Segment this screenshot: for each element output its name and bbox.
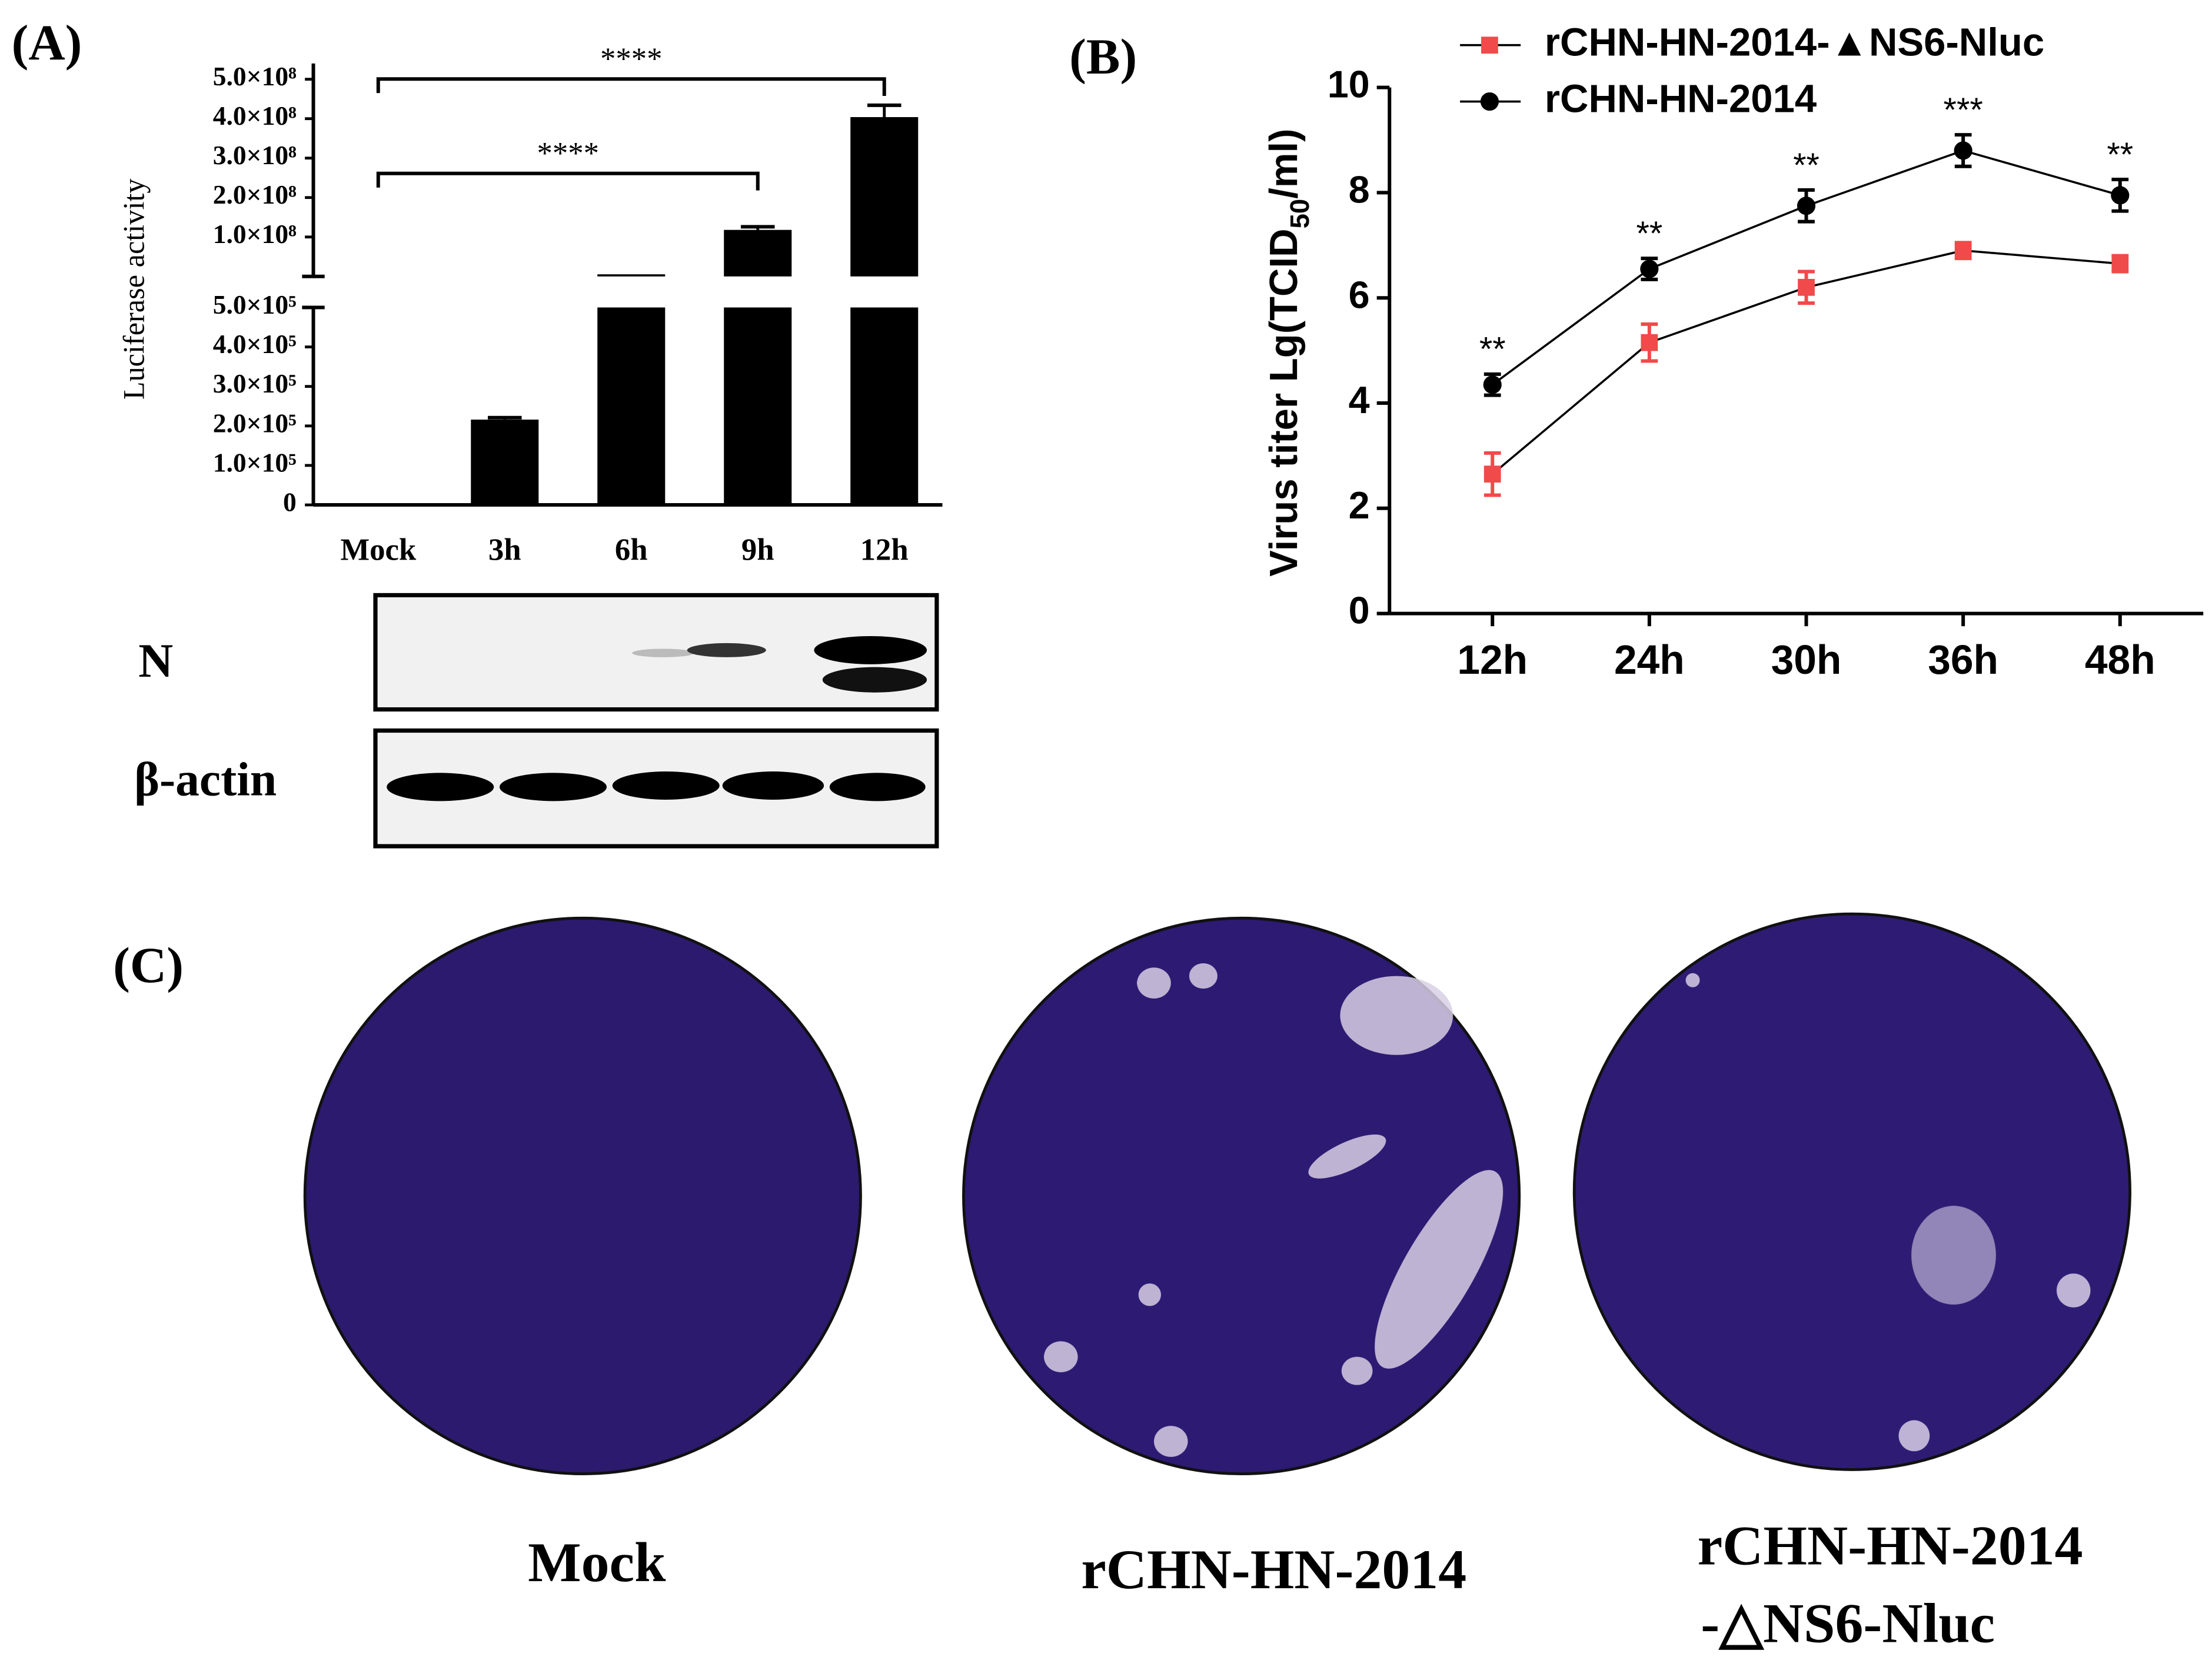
point (1641, 334, 1658, 351)
plate (303, 916, 862, 1476)
error-bar (740, 225, 775, 230)
bar (724, 307, 792, 505)
band (687, 643, 766, 657)
y-tick-label: 0 (283, 487, 297, 517)
y-axis-label-part: 50 (1285, 199, 1315, 229)
bar (850, 117, 919, 277)
band (814, 636, 927, 664)
y-axis-label: Luciferase activity (117, 178, 150, 400)
series-line (1492, 149, 2121, 386)
legend-marker (1481, 36, 1498, 54)
point (1640, 260, 1659, 278)
bar (597, 274, 666, 277)
y-tick-label: 2.0×10⁵ (213, 408, 297, 438)
y-tick-label: 0 (1349, 589, 1370, 632)
significance-label: **** (600, 42, 662, 76)
bar (471, 420, 539, 505)
blot-label: N (138, 634, 173, 687)
band (822, 667, 927, 693)
y-tick-label: 4.0×10⁵ (213, 329, 297, 359)
point (2111, 186, 2130, 205)
y-tick-label: 5.0×10⁵ (213, 290, 297, 320)
significance-label: ** (1479, 331, 1506, 368)
x-tick-label: 6h (615, 533, 648, 567)
point (1954, 141, 1972, 160)
significance-label: ** (1793, 147, 1820, 184)
bar (597, 307, 666, 505)
y-tick-label: 6 (1349, 273, 1370, 316)
line-chart: 0 2 4 6 8 10 12h 24h 30h 36h 48h Virus titer Lg(TCI… (1262, 20, 2204, 683)
significance-label: *** (1944, 91, 1983, 129)
bar-chart: 0 1.0×10⁵ 2.0×10⁵ 3.0×10⁵ 4.0×10⁵ 5.0×10⁵ 1.0×… (117, 42, 943, 567)
significance-label: **** (537, 137, 599, 171)
band (632, 648, 694, 657)
y-tick-label: 3.0×10⁸ (213, 140, 297, 170)
legend-label: rCHN-HN-2014 (1545, 76, 1817, 121)
plaques (1044, 963, 2091, 1457)
significance-label: ** (1636, 215, 1662, 252)
band (387, 773, 494, 801)
y-tick-label: 2.0×10⁸ (213, 179, 297, 209)
band (612, 771, 720, 800)
error-bar (487, 415, 522, 420)
y-tick-label: 2 (1349, 484, 1370, 527)
y-axis-label-part: Virus titer Lg(TCID (1262, 228, 1306, 576)
x-tick-label: 48h (2085, 637, 2156, 683)
plate-label: Mock (528, 1531, 666, 1594)
point (1483, 375, 1502, 394)
band (722, 771, 824, 800)
y-tick-label: 5.0×10⁸ (213, 61, 297, 91)
plate (1572, 912, 2131, 1471)
panel-label: (A) (12, 14, 82, 71)
error-bar (867, 103, 902, 118)
band (499, 773, 607, 801)
y-tick-label: 10 (1328, 63, 1370, 106)
y-axis-label: Virus titer Lg(TCID50/ml) (1262, 128, 1315, 576)
point (1483, 465, 1501, 483)
significance-bracket (376, 77, 886, 96)
y-tick-label: 4.0×10⁸ (213, 101, 297, 131)
plate-label: -△NS6-Nluc (1701, 1592, 1995, 1654)
bar (724, 229, 792, 277)
y-tick-label: 1.0×10⁵ (213, 447, 297, 477)
point (1954, 242, 1972, 260)
y-axis-label-part: /ml) (1262, 128, 1306, 198)
blot-label: β-actin (134, 752, 277, 806)
panel-label: (B) (1069, 28, 1137, 85)
plate-label: rCHN-HN-2014 (1081, 1538, 1466, 1601)
point (2111, 255, 2129, 272)
x-tick-label: 30h (1771, 637, 1842, 683)
significance-label: ** (2107, 136, 2133, 174)
x-tick-label: 36h (1928, 637, 1998, 683)
x-tick-label: 12h (860, 533, 909, 567)
y-tick-label: 1.0×10⁸ (213, 219, 297, 249)
x-tick-label: 3h (488, 533, 521, 567)
bar (850, 307, 919, 505)
y-tick-label: 3.0×10⁵ (213, 368, 297, 398)
legend-marker (1480, 92, 1499, 111)
x-tick-label: 9h (741, 533, 774, 567)
plate-label: rCHN-HN-2014 (1698, 1514, 2083, 1576)
point (1797, 197, 1816, 215)
x-tick-label: 24h (1614, 637, 1685, 683)
panel-label: (C) (113, 937, 184, 993)
x-tick-label: Mock (340, 533, 417, 567)
band (829, 773, 926, 801)
legend-label: rCHN-HN-2014-▲NS6-Nluc (1545, 20, 2044, 64)
x-tick-label: 12h (1457, 637, 1528, 683)
y-tick-label: 8 (1349, 168, 1370, 211)
y-tick-label: 4 (1349, 378, 1370, 421)
significance-bracket (376, 171, 760, 191)
point (1798, 278, 1815, 296)
